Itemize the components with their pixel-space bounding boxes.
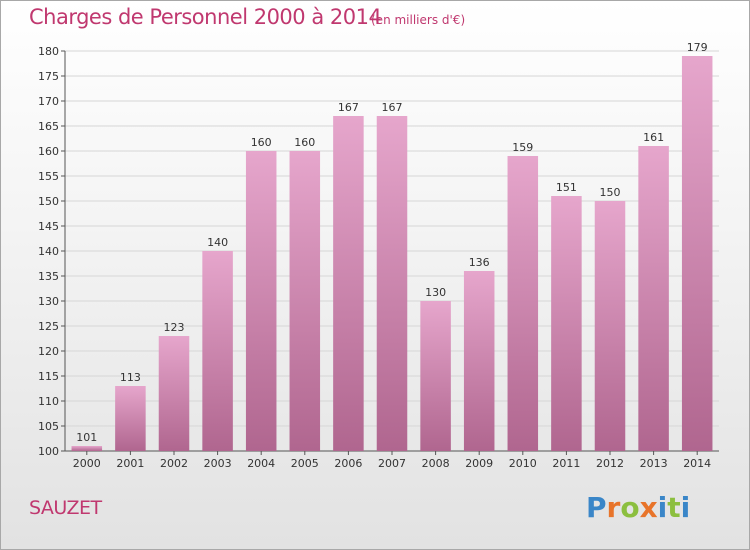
bar — [245, 151, 277, 451]
y-tick-label: 160 — [38, 145, 59, 158]
y-tick-label: 170 — [38, 95, 59, 108]
x-tick-label: 2008 — [422, 457, 450, 470]
bar — [71, 446, 103, 451]
data-label: 159 — [512, 141, 533, 154]
data-label: 167 — [382, 101, 403, 114]
data-label: 101 — [76, 431, 97, 444]
data-label: 179 — [687, 41, 708, 54]
bar — [289, 151, 321, 451]
bar — [202, 251, 233, 451]
data-label: 167 — [338, 101, 359, 114]
y-tick-label: 155 — [38, 170, 59, 183]
x-tick-label: 2007 — [378, 457, 406, 470]
svg-text:Proxiti: Proxiti — [586, 491, 690, 524]
y-tick-label: 145 — [38, 220, 59, 233]
labels: 101 113 123 140 160 160 167 167 130 136 159 151 150 1… — [76, 41, 707, 444]
data-label: 113 — [120, 371, 141, 384]
x-tick-label: 2001 — [116, 457, 144, 470]
x-tick-label: 2003 — [204, 457, 232, 470]
commune-name: SAUZET — [29, 497, 102, 519]
data-label: 160 — [251, 136, 272, 149]
x-tick-label: 2012 — [596, 457, 624, 470]
bar — [551, 196, 582, 451]
x-tick-label: 2006 — [334, 457, 362, 470]
x-tick-label: 2009 — [465, 457, 493, 470]
y-tick-label: 105 — [38, 420, 59, 433]
y-tick-label: 180 — [38, 45, 59, 58]
bar — [638, 146, 669, 451]
bar — [376, 116, 408, 451]
y-tick-label: 130 — [38, 295, 59, 308]
data-label: 150 — [600, 186, 621, 199]
y-tick-label: 100 — [38, 445, 59, 458]
bar — [158, 336, 190, 451]
bar — [463, 271, 495, 451]
y-tick-label: 125 — [38, 320, 59, 333]
data-label: 130 — [425, 286, 446, 299]
bar — [507, 156, 539, 451]
bar — [681, 56, 713, 451]
data-label: 140 — [207, 236, 228, 249]
bars — [71, 56, 713, 451]
chart-title: Charges de Personnel 2000 à 2014 — [29, 5, 382, 29]
data-label: 161 — [643, 131, 664, 144]
bar — [420, 301, 451, 451]
x-tick-label: 2013 — [640, 457, 668, 470]
x-tick-label: 2005 — [291, 457, 319, 470]
x-tick-label: 2000 — [73, 457, 101, 470]
y-tick-label: 115 — [38, 370, 59, 383]
y-tick-label: 140 — [38, 245, 59, 258]
x-tick-label: 2011 — [552, 457, 580, 470]
proxiti-logo: Proxiti — [586, 487, 696, 527]
y-tick-label: 110 — [38, 395, 59, 408]
x-tick-label: 2010 — [509, 457, 537, 470]
x-tick-label: 2002 — [160, 457, 188, 470]
y-tick-label: 150 — [38, 195, 59, 208]
chart-subtitle: (en milliers d'€) — [371, 13, 466, 27]
bar — [594, 201, 626, 451]
data-label: 160 — [294, 136, 315, 149]
x-tick-label: 2004 — [247, 457, 275, 470]
bar — [115, 386, 146, 451]
y-tick-label: 120 — [38, 345, 59, 358]
y-tick-label: 135 — [38, 270, 59, 283]
data-label: 123 — [164, 321, 185, 334]
bar — [333, 116, 364, 451]
data-label: 136 — [469, 256, 490, 269]
x-tick-label: 2014 — [683, 457, 711, 470]
y-tick-label: 165 — [38, 120, 59, 133]
data-label: 151 — [556, 181, 577, 194]
y-tick-label: 175 — [38, 70, 59, 83]
